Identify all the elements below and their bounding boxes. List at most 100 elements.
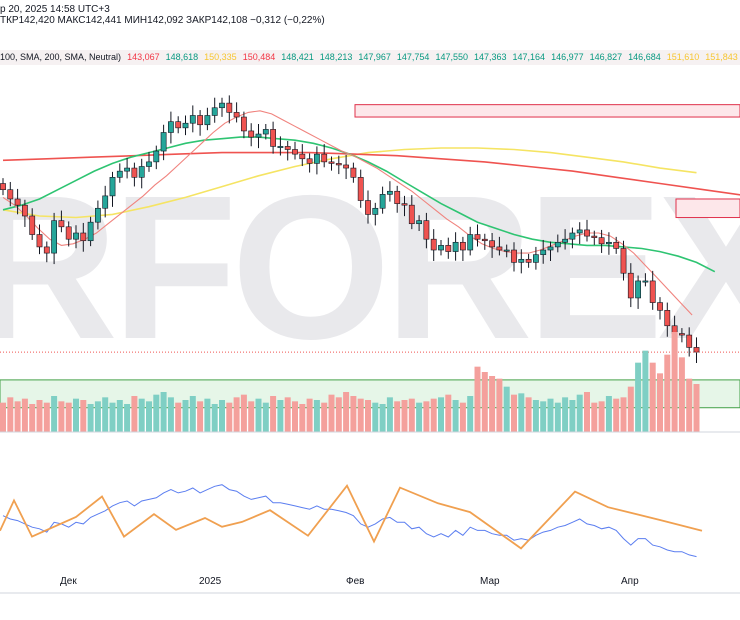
x-label-2025: 2025 [199,576,222,587]
ma-label: 100, SMA, 200, SMA, Neutral) [0,52,122,62]
volume-bar [503,386,510,432]
sma-layer [2,110,740,316]
volume-bar [430,398,437,432]
volume-bar [540,401,547,432]
ma-value: 147,550 [435,52,468,62]
volume-bar [94,401,101,432]
volume-bar [7,397,14,432]
candle-body [664,310,671,327]
candle-body [350,167,357,178]
volume-bar [350,396,357,432]
volume-bar [438,397,444,432]
volume-bar [459,402,466,432]
candle-body [36,234,43,248]
candle-body [445,245,452,252]
candle-body [0,183,6,191]
volume-bar [394,401,401,432]
volume-bar [445,394,452,432]
candle-body [430,238,437,251]
volume-bar [197,401,204,432]
volume-bar [299,404,306,432]
candle-body [379,194,386,209]
zone-resistance-2 [675,198,740,219]
indicator-legend-row[interactable]: 100, SMA, 200, SMA, Neutral) 143,067 148,6… [0,50,740,65]
volume-bar [116,400,123,432]
candle-body [401,203,408,206]
candle-body [21,204,28,217]
candle-body [14,198,21,206]
candle-body [233,112,240,118]
candle-body [554,241,561,248]
volume-bar [554,402,561,432]
candle-body [248,130,255,138]
volume-bar [343,392,350,432]
candle-body [87,221,94,242]
volume-bar [328,394,335,432]
candle-body [116,170,123,178]
volume-bar [635,362,642,432]
volume-bar [649,362,656,432]
volume-bar [408,398,415,432]
volume-bar [518,393,525,432]
volume-bar [489,376,496,432]
zones-layer [0,104,740,409]
candle-body [138,166,145,178]
candle-body [80,232,87,242]
candle-body [357,177,364,201]
volume-bar [51,396,58,432]
volume-bar [131,396,138,432]
volume-bar [43,402,50,432]
candle-body [168,121,174,133]
candle-body [693,347,700,353]
volume-bar [467,396,474,432]
candle-body [197,115,203,126]
volume-bar [80,400,87,432]
candle-body [547,246,554,251]
candle-body [584,229,590,237]
volume-bar [36,400,43,432]
candle-body [474,234,481,240]
candle-body [496,246,503,251]
candle-body [467,234,474,251]
rsi-line [2,484,697,558]
candle-body [598,237,605,245]
volume-bar [693,384,700,432]
candle-body [627,272,634,299]
ma-values: 143,067 148,618 150,335 150,484 148,421 148,2… [127,52,740,62]
candle-body [518,258,525,263]
candle-body [642,280,649,283]
volume-bar [270,396,277,432]
volume-bar [627,386,634,432]
volume-bar [160,392,167,432]
candle-body [95,207,101,223]
volume-bar [182,400,189,432]
sma-fast-line [2,110,693,316]
volume-bar [562,397,569,432]
volume-bar [262,402,269,432]
candle-body [292,149,298,155]
volume-bar [306,398,313,432]
sma-yellow-line [2,147,697,219]
ma-value: 148,213 [319,52,353,62]
volume-bar [58,401,65,432]
candle-body [562,238,568,243]
candle-body [408,204,415,225]
candle-body [365,200,371,215]
volume-bar [423,401,430,432]
candle-body [503,249,510,252]
candle-body [211,107,218,116]
candle-body [277,146,284,148]
volume-bar [240,394,247,432]
volume-bar [452,400,459,432]
candle-body [131,167,138,178]
candle-body [51,220,57,254]
header-ohlc: ТКР142,420 МАКС142,441 МИН142,092 ЗАКР14… [0,15,325,26]
volume-bar [496,378,503,432]
candle-body [386,190,393,195]
candle-body [255,133,262,138]
candle-body [182,122,189,129]
candle-body [657,302,663,311]
candle-body [284,146,291,150]
candle-body [335,163,342,166]
